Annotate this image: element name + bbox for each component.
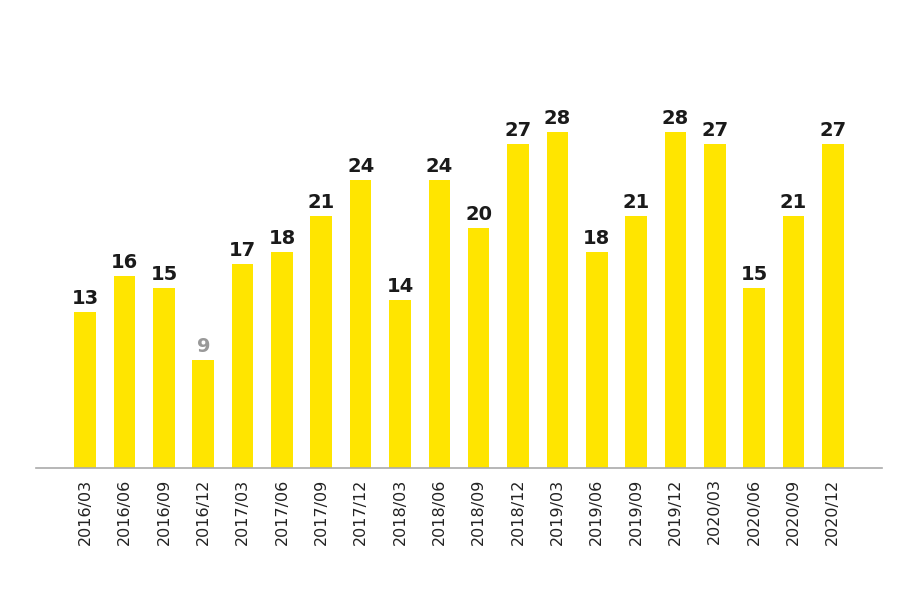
Text: 21: 21 <box>623 193 650 212</box>
Text: 18: 18 <box>583 229 610 248</box>
Bar <box>704 144 725 468</box>
Text: 9: 9 <box>196 337 210 356</box>
Text: 14: 14 <box>386 277 414 296</box>
Bar <box>153 288 175 468</box>
Bar <box>428 180 450 468</box>
Text: 24: 24 <box>347 157 374 176</box>
Text: 28: 28 <box>662 109 689 128</box>
Text: 21: 21 <box>779 193 807 212</box>
Text: 27: 27 <box>819 121 846 140</box>
Bar <box>113 276 135 468</box>
Bar <box>193 360 214 468</box>
Bar <box>75 312 96 468</box>
Bar <box>743 288 765 468</box>
Bar <box>626 216 647 468</box>
Bar <box>232 264 254 468</box>
Bar <box>546 132 568 468</box>
Text: 27: 27 <box>701 121 728 140</box>
Text: 24: 24 <box>426 157 453 176</box>
Bar <box>783 216 805 468</box>
Text: 17: 17 <box>230 241 256 260</box>
Bar <box>271 252 292 468</box>
Text: 28: 28 <box>544 109 571 128</box>
Bar <box>350 180 372 468</box>
Text: 27: 27 <box>504 121 532 140</box>
Text: 13: 13 <box>72 289 99 308</box>
Bar <box>508 144 529 468</box>
Bar <box>664 132 686 468</box>
Bar <box>586 252 608 468</box>
Text: 20: 20 <box>465 205 492 224</box>
Bar <box>310 216 332 468</box>
Text: 16: 16 <box>111 253 139 272</box>
Bar <box>822 144 843 468</box>
Text: 15: 15 <box>150 265 177 284</box>
Text: 21: 21 <box>308 193 335 212</box>
Text: 15: 15 <box>741 265 768 284</box>
Bar <box>389 300 410 468</box>
Bar <box>468 228 490 468</box>
Text: 18: 18 <box>268 229 295 248</box>
